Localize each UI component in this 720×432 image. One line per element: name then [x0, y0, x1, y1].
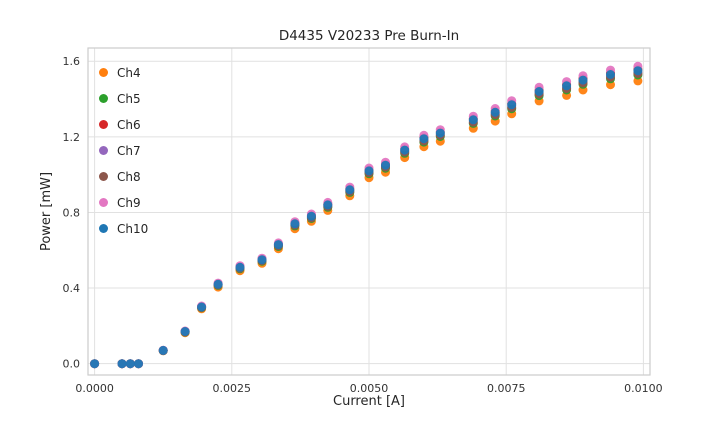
- data-point-ch10: [323, 200, 333, 210]
- y-axis-label: Power [mW]: [39, 171, 55, 252]
- data-point-ch10: [257, 255, 267, 265]
- axes-border: [87, 47, 651, 376]
- data-point-ch10: [235, 262, 245, 272]
- legend-item-ch9: Ch9: [99, 193, 148, 212]
- data-point-ch10: [134, 359, 143, 369]
- data-point-ch10: [213, 279, 223, 289]
- legend-label: Ch8: [117, 169, 141, 184]
- x-tick-label: 0.0075: [487, 382, 526, 395]
- y-tick-label: 0.0: [63, 358, 81, 371]
- data-point-ch10: [562, 81, 572, 91]
- data-point-ch10: [468, 115, 478, 125]
- legend-item-ch5: Ch5: [99, 89, 148, 108]
- data-point-ch10: [534, 87, 544, 96]
- x-tick-label: 0.0025: [213, 382, 252, 395]
- legend-item-ch7: Ch7: [99, 141, 148, 160]
- data-point-ch10: [125, 359, 135, 369]
- y-axis-label-box: Power [mW]: [36, 48, 58, 375]
- data-point-ch10: [90, 359, 100, 369]
- data-point-ch10: [606, 70, 615, 79]
- y-tick-label: 1.6: [63, 55, 81, 68]
- legend-item-ch8: Ch8: [99, 167, 148, 186]
- y-tick-label: 0.8: [63, 206, 81, 219]
- data-point-ch10: [578, 75, 588, 85]
- legend-label: Ch10: [117, 221, 149, 236]
- data-point-ch10: [435, 128, 445, 138]
- legend-marker-icon: [99, 198, 108, 207]
- data-point-ch10: [419, 134, 429, 144]
- legend-item-ch10: Ch10: [99, 219, 148, 238]
- legend-label: Ch7: [117, 143, 141, 158]
- data-point-ch10: [290, 219, 300, 229]
- legend-label: Ch4: [117, 65, 141, 80]
- data-point-ch10: [364, 166, 374, 176]
- data-point-ch10: [273, 240, 283, 250]
- x-tick-label: 0.0050: [350, 382, 389, 395]
- legend-label: Ch6: [117, 117, 141, 132]
- data-point-ch10: [345, 185, 355, 195]
- x-tick-label: 0.0000: [75, 382, 114, 395]
- chart-legend: Ch4 Ch5 Ch6 Ch7 Ch8 Ch9 Ch10: [99, 63, 148, 238]
- data-point-ch10: [197, 302, 207, 312]
- data-point-ch10: [306, 211, 316, 221]
- legend-marker-icon: [99, 68, 108, 77]
- x-tick-label: 0.0100: [624, 382, 663, 395]
- legend-item-ch6: Ch6: [99, 115, 148, 134]
- legend-marker-icon: [99, 94, 108, 103]
- legend-item-ch4: Ch4: [99, 63, 148, 82]
- legend-marker-icon: [99, 120, 108, 129]
- data-point-ch10: [400, 145, 410, 155]
- legend-label: Ch5: [117, 91, 141, 106]
- legend-marker-icon: [99, 146, 108, 155]
- legend-marker-icon: [99, 172, 108, 181]
- y-tick-label: 0.4: [63, 282, 81, 295]
- x-axis-label: Current [A]: [333, 394, 405, 409]
- data-point-ch10: [490, 107, 500, 117]
- data-point-ch10: [633, 66, 643, 76]
- data-point-ch10: [381, 160, 390, 170]
- y-tick-label: 1.2: [63, 131, 81, 144]
- data-point-ch10: [507, 100, 517, 110]
- data-point-ch10: [180, 327, 190, 336]
- legend-label: Ch9: [117, 195, 141, 210]
- data-point-ch10: [117, 359, 127, 369]
- legend-marker-icon: [99, 224, 108, 233]
- data-point-ch10: [158, 345, 168, 355]
- chart-title: D4435 V20233 Pre Burn-In: [278, 28, 460, 44]
